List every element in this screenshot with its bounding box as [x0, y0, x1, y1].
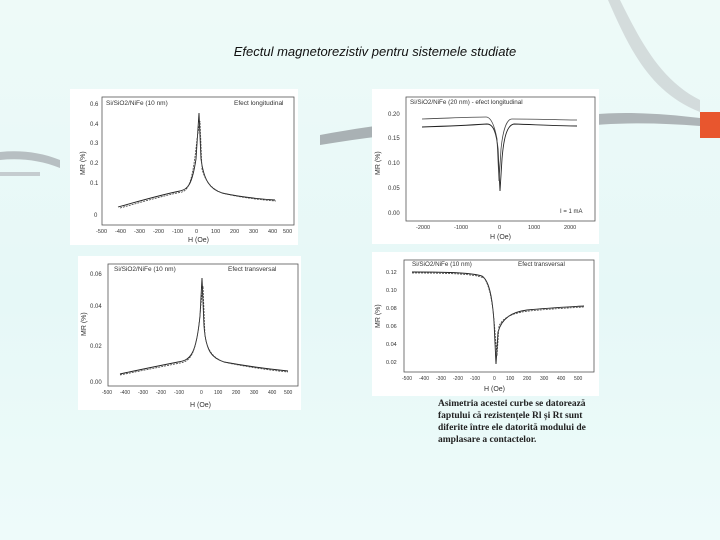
xtick: -400: [120, 390, 130, 396]
xtick: -200: [453, 376, 463, 382]
xtick: -500: [96, 229, 107, 235]
ylabel: MR (%): [80, 151, 87, 175]
ytick: 0.08: [386, 306, 397, 312]
xtick: 300: [540, 376, 549, 382]
xtick: -1000: [454, 225, 468, 231]
xtick: 100: [506, 376, 515, 382]
xtick: -100: [174, 390, 184, 396]
xtick: 1000: [528, 225, 540, 231]
caption-text: Asimetria acestei curbe se datorează fap…: [438, 399, 586, 445]
xtick: 200: [230, 229, 239, 235]
ytick: 0.04: [90, 304, 102, 310]
xtick: -300: [436, 376, 446, 382]
xlabel: H (Oe): [490, 234, 511, 241]
ylabel: MR (%): [375, 151, 382, 175]
ytick: 0.12: [386, 270, 397, 276]
legend-left: Si/SiO2/NiFe (20 nm) - efect longitudina…: [410, 99, 523, 106]
ytick: 0.3: [90, 141, 99, 147]
xtick: 0: [200, 390, 203, 396]
xtick: -400: [419, 376, 429, 382]
ytick: 0: [94, 213, 98, 219]
mr-curve-1: [119, 277, 289, 375]
plot-panel-2: Si/SiO2/NiFe (20 nm) - efect longitudina…: [372, 89, 599, 244]
xtick: 2000: [564, 225, 576, 231]
xtick: -300: [138, 390, 148, 396]
xtick: -2000: [416, 225, 430, 231]
xtick: 100: [211, 229, 220, 235]
xtick: 500: [574, 376, 583, 382]
xtick: -100: [172, 229, 183, 235]
legend-left: Si/SiO2/NiFe (10 nm): [106, 100, 168, 107]
mr-curve-1: [421, 123, 578, 192]
ytick: 0.6: [90, 102, 99, 108]
xtick: 400: [557, 376, 566, 382]
legend-right: Efect transversal: [228, 266, 277, 273]
xtick: -500: [102, 390, 112, 396]
accent-bar: [700, 112, 720, 138]
xtick: 300: [249, 229, 258, 235]
xtick: 500: [283, 229, 292, 235]
xtick: 400: [268, 390, 277, 396]
xtick: 0: [195, 229, 198, 235]
ytick: 0.10: [388, 161, 400, 167]
plot-panel-1: Si/SiO2/NiFe (10 nm) Efect longitudinal …: [70, 89, 298, 245]
ytick: 0.4: [90, 122, 99, 128]
xtick: -200: [156, 390, 166, 396]
xtick: 200: [232, 390, 241, 396]
plot-panel-4: Si/SiO2/NiFe (10 nm) Efect transversal 0…: [372, 252, 599, 396]
xtick: 0: [493, 376, 496, 382]
mr-curve-2: [119, 285, 289, 376]
xtick: -200: [153, 229, 164, 235]
xlabel: H (Oe): [188, 237, 209, 244]
mr-curve-2: [411, 272, 585, 357]
legend-left: Si/SiO2/NiFe (10 nm): [114, 266, 176, 273]
xtick: 100: [214, 390, 223, 396]
xtick: 400: [268, 229, 277, 235]
ytick: 0.06: [386, 324, 397, 330]
slide-title: Efectul magnetorezistiv pentru sistemele…: [233, 44, 517, 59]
xtick: 200: [523, 376, 532, 382]
mr-curve-2: [421, 116, 578, 182]
xtick: 300: [250, 390, 259, 396]
mr-curve-1: [411, 271, 585, 365]
ytick: 0.05: [388, 186, 400, 192]
legend-left: Si/SiO2/NiFe (10 nm): [412, 261, 472, 268]
ytick: 0.00: [388, 211, 400, 217]
ytick: 0.02: [90, 344, 102, 350]
ytick: 0.1: [90, 181, 99, 187]
ytick: 0.04: [386, 342, 397, 348]
xtick: 500: [284, 390, 293, 396]
xlabel: H (Oe): [190, 402, 211, 409]
xtick: -400: [115, 229, 126, 235]
plot-panel-3: Si/SiO2/NiFe (10 nm) Efect transversal 0…: [78, 256, 301, 410]
mr-curve-1: [117, 112, 276, 208]
ylabel: MR (%): [81, 312, 88, 336]
xlabel: H (Oe): [484, 386, 505, 393]
xtick: 0: [498, 225, 501, 231]
ytick: 0.20: [388, 112, 400, 118]
ytick: 0.06: [90, 272, 102, 278]
xtick: -500: [402, 376, 412, 382]
ylabel: MR (%): [375, 304, 382, 328]
legend-right: Efect transversal: [518, 261, 565, 268]
ytick: 0.02: [386, 360, 397, 366]
current-note: I = 1 mA: [560, 209, 583, 215]
ytick: 0.15: [388, 136, 400, 142]
ytick: 0.2: [90, 161, 99, 167]
xtick: -300: [134, 229, 145, 235]
mr-curve-2: [119, 120, 277, 209]
xtick: -100: [470, 376, 480, 382]
legend-right: Efect longitudinal: [234, 100, 284, 107]
ytick: 0.10: [386, 288, 397, 294]
ytick: 0.00: [90, 380, 102, 386]
